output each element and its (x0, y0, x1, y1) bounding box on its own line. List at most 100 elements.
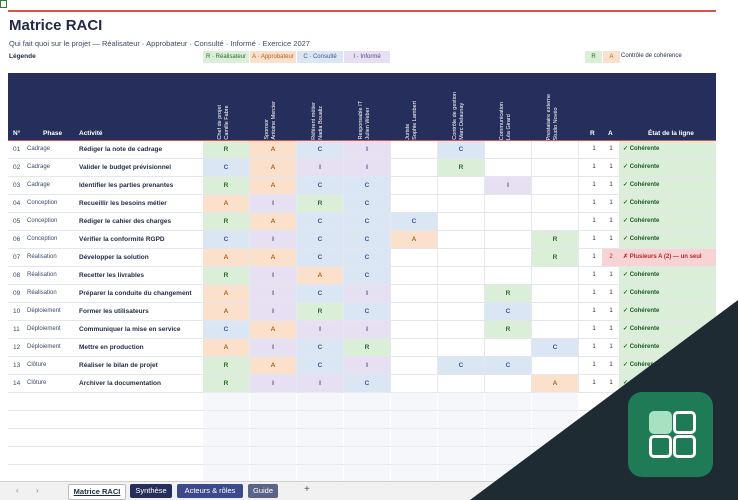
row-number[interactable]: 07 (13, 254, 21, 261)
raci-cell[interactable]: R (203, 267, 250, 284)
raci-cell[interactable]: A (203, 249, 250, 266)
row-count-r[interactable]: 1 (592, 380, 596, 386)
raci-cell[interactable] (438, 195, 485, 212)
table-row[interactable]: 13 Clôture Réaliser le bilan de projet R A C I… (8, 357, 716, 375)
raci-cell[interactable]: R (203, 177, 250, 194)
raci-cell[interactable] (438, 177, 485, 194)
raci-cell[interactable]: A (532, 375, 579, 392)
raci-cell[interactable] (485, 339, 532, 356)
raci-cell[interactable] (391, 357, 438, 374)
raci-cell[interactable]: A (203, 285, 250, 302)
raci-cell[interactable]: C (297, 285, 344, 302)
raci-cell[interactable]: R (532, 249, 579, 266)
raci-cell[interactable] (485, 231, 532, 248)
raci-cell[interactable]: C (438, 141, 485, 158)
raci-cell[interactable]: R (203, 141, 250, 158)
raci-cell[interactable]: C (344, 267, 391, 284)
row-number[interactable]: 01 (13, 146, 21, 153)
row-number[interactable]: 05 (13, 218, 21, 225)
raci-cell[interactable]: I (250, 195, 297, 212)
row-count-r[interactable]: 1 (592, 218, 596, 224)
row-number[interactable]: 02 (13, 164, 21, 171)
row-state[interactable]: ✓ Cohérente (619, 213, 716, 230)
row-state[interactable]: ✓ Cohérente (619, 303, 716, 320)
raci-cell[interactable]: A (250, 159, 297, 176)
raci-cell[interactable] (485, 213, 532, 230)
raci-cell[interactable]: C (344, 177, 391, 194)
raci-cell[interactable] (438, 267, 485, 284)
raci-cell[interactable] (391, 267, 438, 284)
row-phase[interactable]: Réalisation (27, 272, 57, 278)
raci-cell[interactable]: R (203, 357, 250, 374)
row-count-a[interactable]: 1 (609, 380, 613, 386)
table-row[interactable]: 10 Déploiement Former les utilisateurs A I R C… (8, 303, 716, 321)
row-count-a[interactable]: 1 (609, 146, 613, 152)
row-phase[interactable]: Réalisation (27, 290, 57, 296)
row-count-r[interactable]: 1 (592, 308, 596, 314)
raci-cell[interactable]: A (250, 213, 297, 230)
raci-cell[interactable] (391, 249, 438, 266)
row-state[interactable]: ✓ Cohérente (619, 195, 716, 212)
row-count-a[interactable]: 1 (609, 272, 613, 278)
raci-cell[interactable]: C (391, 213, 438, 230)
raci-cell[interactable] (532, 195, 579, 212)
raci-cell[interactable] (485, 141, 532, 158)
raci-cell[interactable] (391, 159, 438, 176)
row-state[interactable]: ✓ Cohérente (619, 177, 716, 194)
raci-cell[interactable]: C (297, 339, 344, 356)
row-phase[interactable]: Déploiement (27, 308, 61, 314)
add-sheet-button[interactable]: + (304, 484, 310, 495)
raci-cell[interactable] (532, 177, 579, 194)
table-row[interactable]: 09 Réalisation Préparer la conduite du cha… (8, 285, 716, 303)
row-phase[interactable]: Clôture (27, 362, 47, 368)
raci-cell[interactable]: C (485, 357, 532, 374)
row-count-r[interactable]: 1 (592, 344, 596, 350)
raci-cell[interactable] (438, 375, 485, 392)
raci-cell[interactable] (485, 159, 532, 176)
raci-cell[interactable]: C (438, 357, 485, 374)
raci-cell[interactable]: C (344, 375, 391, 392)
row-phase[interactable]: Cadrage (27, 146, 51, 152)
row-count-a[interactable]: 1 (609, 236, 613, 242)
row-activity[interactable]: Rédiger la note de cadrage (79, 146, 163, 153)
raci-cell[interactable]: R (297, 195, 344, 212)
raci-cell[interactable]: C (297, 141, 344, 158)
tab-nav-next[interactable]: › (36, 486, 39, 495)
raci-cell[interactable] (438, 213, 485, 230)
raci-cell[interactable] (532, 267, 579, 284)
raci-cell[interactable]: I (297, 375, 344, 392)
row-count-r[interactable]: 1 (592, 272, 596, 278)
raci-cell[interactable] (391, 375, 438, 392)
row-state[interactable]: ✓ Cohérente (619, 159, 716, 176)
raci-cell[interactable]: C (532, 339, 579, 356)
raci-cell[interactable] (532, 141, 579, 158)
raci-cell[interactable]: I (344, 141, 391, 158)
raci-cell[interactable]: I (250, 267, 297, 284)
row-phase[interactable]: Cadrage (27, 164, 51, 170)
raci-cell[interactable] (438, 339, 485, 356)
raci-cell[interactable] (391, 303, 438, 320)
row-count-a[interactable]: 1 (609, 362, 613, 368)
row-count-r[interactable]: 1 (592, 146, 596, 152)
table-row[interactable]: 07 Réalisation Développer la solution A A C C R… (8, 249, 716, 277)
row-activity[interactable]: Rédiger le cahier des charges (79, 218, 172, 225)
table-row[interactable]: 02 Cadrage Valider le budget prévisionnel C… (8, 159, 716, 177)
raci-cell[interactable]: I (250, 375, 297, 392)
row-state[interactable]: ✓ Cohérente (619, 267, 716, 284)
row-state[interactable]: ✗ Plusieurs A (2) — un seul autorisé (619, 249, 716, 277)
row-state[interactable]: ✓ Cohérente (619, 231, 716, 248)
raci-cell[interactable] (485, 249, 532, 266)
raci-cell[interactable] (438, 285, 485, 302)
row-activity[interactable]: Réaliser le bilan de projet (79, 362, 158, 369)
raci-cell[interactable]: A (250, 357, 297, 374)
row-activity[interactable]: Former les utilisateurs (79, 308, 149, 315)
row-activity[interactable]: Communiquer la mise en service (79, 326, 181, 333)
raci-cell[interactable]: R (485, 285, 532, 302)
raci-cell[interactable] (485, 267, 532, 284)
row-phase[interactable]: Déploiement (27, 344, 61, 350)
row-number[interactable]: 13 (13, 362, 21, 369)
row-count-r[interactable]: 1 (592, 290, 596, 296)
tab-matrice-raci[interactable]: Matrice RACI (68, 484, 126, 500)
raci-cell[interactable]: R (297, 303, 344, 320)
row-activity[interactable]: Recetter les livrables (79, 272, 145, 279)
